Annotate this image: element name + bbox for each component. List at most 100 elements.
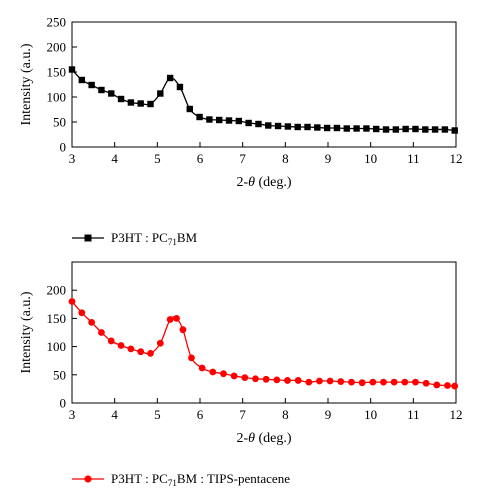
data-point [262, 375, 270, 383]
data-point [422, 126, 429, 133]
data-point [451, 382, 459, 390]
y-tick-label: 100 [47, 90, 67, 105]
data-point [333, 124, 341, 132]
data-point [78, 76, 86, 84]
data-point [252, 375, 259, 383]
x-tick-label: 10 [364, 407, 377, 422]
data-point [216, 116, 223, 124]
data-point [358, 379, 366, 387]
data-point [117, 95, 125, 103]
y-axis-label-bottom: Intensity (a.u.) [19, 291, 34, 373]
data-point [326, 377, 334, 385]
data-point [451, 127, 458, 134]
y-tick-label: 0 [60, 140, 67, 155]
data-point [433, 381, 441, 389]
series-line-top [71, 69, 455, 132]
data-point [147, 349, 154, 357]
data-point [230, 372, 238, 380]
data-point [196, 113, 203, 121]
y-tick-label: 50 [53, 115, 66, 130]
y-tick-label: 150 [47, 311, 67, 326]
data-point [353, 125, 360, 132]
data-point [188, 354, 195, 362]
data-point [412, 378, 419, 386]
y-tick-label: 150 [47, 65, 67, 80]
series-line-bottom [71, 301, 455, 387]
data-point [245, 119, 252, 127]
x-tick-label: 12 [450, 151, 463, 166]
x-tick-label: 3 [69, 407, 76, 422]
data-point [373, 125, 380, 133]
data-point [68, 298, 76, 305]
data-point [88, 318, 96, 326]
legend-marker-bottom [84, 475, 92, 483]
chart-bottom: 0 50 100 150 200 3 4 5 6 7 8 9 10 11 12 Intensity (a.… [19, 261, 463, 488]
x-tick-label: 12 [450, 407, 463, 422]
x-tick-label: 7 [239, 151, 246, 166]
legend-top: P3HT : PC71BM [72, 230, 198, 247]
data-point [206, 116, 213, 123]
data-point [179, 326, 187, 334]
data-point [235, 117, 243, 125]
data-point [127, 99, 135, 106]
data-point [337, 378, 345, 385]
x-tick-label: 11 [407, 407, 420, 422]
data-point [316, 377, 323, 385]
data-point [265, 122, 272, 129]
x-tick-label: 10 [364, 151, 377, 166]
x-axis-label-bottom: 2-θ (deg.) [236, 431, 291, 446]
y-tick-label: 50 [53, 367, 66, 382]
data-point [305, 378, 313, 386]
data-point [369, 378, 377, 386]
x-tick-label: 8 [282, 407, 289, 422]
plot-frame-bottom [71, 261, 457, 404]
data-point [157, 90, 164, 97]
data-point [186, 105, 193, 113]
legend-label-bottom: P3HT : PC71BM : TIPS-pentacene [111, 471, 290, 488]
x-tick-label: 8 [282, 151, 289, 166]
legend-marker-top [84, 234, 92, 242]
y-tick-label: 100 [47, 339, 67, 354]
x-axis-label-top: 2-θ (deg.) [236, 175, 291, 190]
data-point [444, 382, 451, 389]
data-point [323, 124, 331, 132]
data-point [348, 378, 355, 386]
chart-top: 0 50 100 150 200 250 3 4 5 6 7 8 9 10 11 12 Intensity … [19, 15, 463, 248]
data-point [314, 124, 321, 131]
x-tick-label: 9 [325, 407, 332, 422]
data-point [284, 377, 291, 384]
data-point [127, 345, 135, 353]
y-tick-label: 250 [47, 15, 67, 30]
data-point [108, 90, 115, 97]
data-point [98, 86, 105, 94]
data-point [176, 83, 184, 91]
x-tick-label: 6 [197, 151, 204, 166]
data-point [422, 379, 430, 387]
data-point [294, 377, 302, 384]
y-tick-label: 200 [47, 283, 67, 298]
x-tick-label: 6 [197, 407, 204, 422]
data-point [294, 123, 301, 131]
data-point [117, 342, 125, 349]
data-point [441, 126, 449, 133]
data-point [402, 125, 409, 133]
x-tick-label: 11 [407, 151, 420, 166]
x-tick-label: 5 [154, 407, 161, 422]
data-point [431, 126, 439, 133]
x-tick-label: 4 [111, 151, 118, 166]
data-point [166, 74, 174, 82]
y-tick-label: 0 [60, 396, 67, 411]
x-tick-label: 3 [69, 151, 76, 166]
data-point [304, 123, 311, 131]
data-point [284, 123, 292, 130]
data-point [78, 309, 86, 317]
x-tick-label: 5 [154, 151, 161, 166]
data-point [147, 100, 154, 108]
data-point [220, 370, 227, 378]
x-tick-label: 7 [239, 407, 246, 422]
plot-frame-top [71, 21, 457, 148]
data-point [255, 120, 262, 128]
data-point [401, 378, 409, 386]
data-point [166, 316, 174, 323]
